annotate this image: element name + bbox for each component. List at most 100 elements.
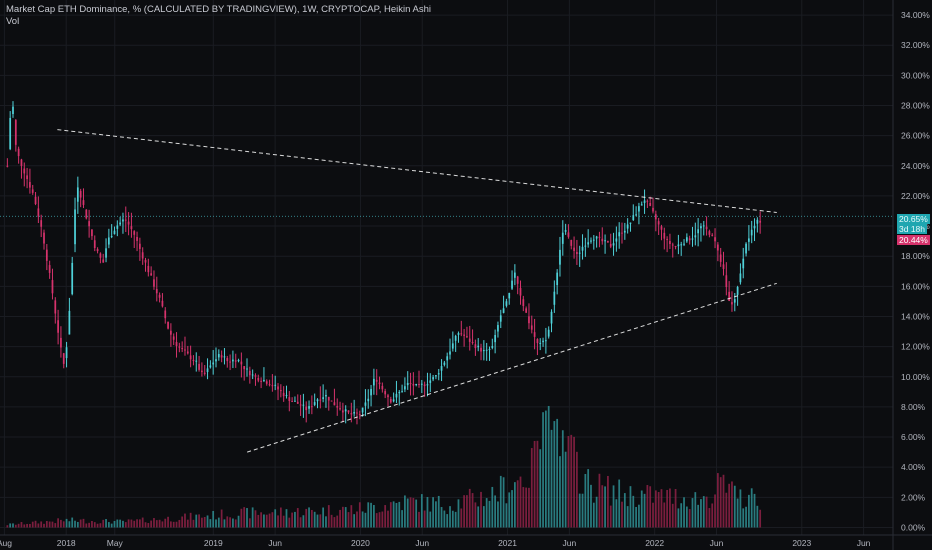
candle-body xyxy=(60,337,62,348)
volume-bar xyxy=(522,487,525,528)
volume-bar xyxy=(161,521,164,528)
volume-bar xyxy=(556,418,559,528)
volume-bar xyxy=(578,493,581,528)
candle-body xyxy=(260,380,262,382)
candle-body xyxy=(733,299,736,303)
volume-bar xyxy=(198,514,200,528)
volume-bar xyxy=(640,490,643,528)
candle-body xyxy=(739,273,742,283)
candle-body xyxy=(567,232,570,237)
candle-body xyxy=(731,302,733,305)
candle-body xyxy=(553,291,556,305)
candle-body xyxy=(387,395,389,398)
volume-bar xyxy=(666,489,668,528)
volume-bar xyxy=(40,521,43,528)
volume-bar xyxy=(683,497,685,528)
candle-body xyxy=(294,400,296,402)
volume-bar xyxy=(584,473,587,528)
volume-bar xyxy=(601,485,604,528)
candle-body xyxy=(443,362,446,365)
candle-body xyxy=(530,325,533,330)
volume-bar xyxy=(733,485,736,528)
candle-body xyxy=(350,413,353,415)
volume-bar xyxy=(559,456,561,528)
candle-body xyxy=(229,361,231,363)
candle-body xyxy=(502,308,505,313)
volume-bar xyxy=(722,474,725,528)
x-tick-label: Jun xyxy=(268,538,282,548)
candle-body xyxy=(17,148,20,157)
volume-bar xyxy=(170,521,172,528)
volume-bar xyxy=(395,502,398,528)
candle-body xyxy=(716,244,719,251)
candle-body xyxy=(559,249,561,265)
volume-bar xyxy=(330,514,333,528)
candle-body xyxy=(373,378,375,386)
candle-body xyxy=(657,221,660,225)
volume-bar xyxy=(474,502,477,528)
candle-body xyxy=(243,366,246,370)
candle-body xyxy=(291,401,293,403)
candle-body xyxy=(113,230,116,235)
volume-bar xyxy=(342,506,344,528)
candle-body xyxy=(175,341,178,347)
candle-body xyxy=(178,346,181,348)
volume-bar xyxy=(285,509,288,528)
volume-bar xyxy=(268,513,271,528)
candle-body xyxy=(623,230,626,233)
trendline-support[interactable] xyxy=(247,282,777,453)
volume-bar xyxy=(62,521,65,528)
volume-bar xyxy=(716,473,719,528)
volume-bar xyxy=(663,502,666,528)
volume-bar xyxy=(553,421,556,528)
volume-bar xyxy=(545,410,547,528)
candle-body xyxy=(74,209,76,245)
candle-body xyxy=(423,384,426,386)
candle-body xyxy=(144,259,147,263)
volume-bar xyxy=(138,519,141,528)
volume-bar xyxy=(508,492,511,528)
candle-body xyxy=(615,238,618,242)
volume-bar xyxy=(133,520,136,528)
volume-bar xyxy=(415,499,418,528)
candle-body xyxy=(736,286,739,295)
candle-body xyxy=(99,253,102,258)
candle-body xyxy=(750,229,753,236)
x-tick-label: Jun xyxy=(710,538,724,548)
candle-body xyxy=(454,335,457,341)
candle-body xyxy=(429,380,432,383)
candle-body xyxy=(257,377,260,381)
volume-bar xyxy=(150,520,153,528)
volume-bar xyxy=(649,486,652,528)
volume-bar xyxy=(209,519,212,528)
candle-body xyxy=(79,190,82,198)
candle-body xyxy=(745,243,747,254)
symbol-title: Market Cap ETH Dominance, % (CALCULATED … xyxy=(6,4,431,15)
volume-bar xyxy=(587,469,590,528)
candle-body xyxy=(367,398,370,402)
volume-bar xyxy=(491,486,494,528)
candle-body xyxy=(48,265,51,273)
volume-bar xyxy=(497,501,499,528)
countdown-badge: 3d 18h xyxy=(897,224,927,234)
volume-bar xyxy=(308,507,310,528)
volume-bar xyxy=(195,514,198,528)
volume-bar xyxy=(420,494,423,528)
volume-bar xyxy=(714,494,716,528)
volume-bar xyxy=(294,511,296,528)
candle-body xyxy=(296,401,299,404)
y-tick-label: 4.00% xyxy=(901,462,926,472)
candle-body xyxy=(663,232,666,239)
trendline-resistance[interactable] xyxy=(57,129,777,213)
candle-body xyxy=(477,345,480,348)
volume-bar xyxy=(223,519,226,528)
candle-body xyxy=(499,315,502,322)
candle-body xyxy=(105,248,107,258)
volume-bar xyxy=(731,481,733,528)
candle-body xyxy=(688,238,691,241)
chart-legend: Market Cap ETH Dominance, % (CALCULATED … xyxy=(6,4,431,28)
volume-bar xyxy=(172,521,175,528)
candle-body xyxy=(638,206,640,212)
volume-bar xyxy=(212,510,215,528)
